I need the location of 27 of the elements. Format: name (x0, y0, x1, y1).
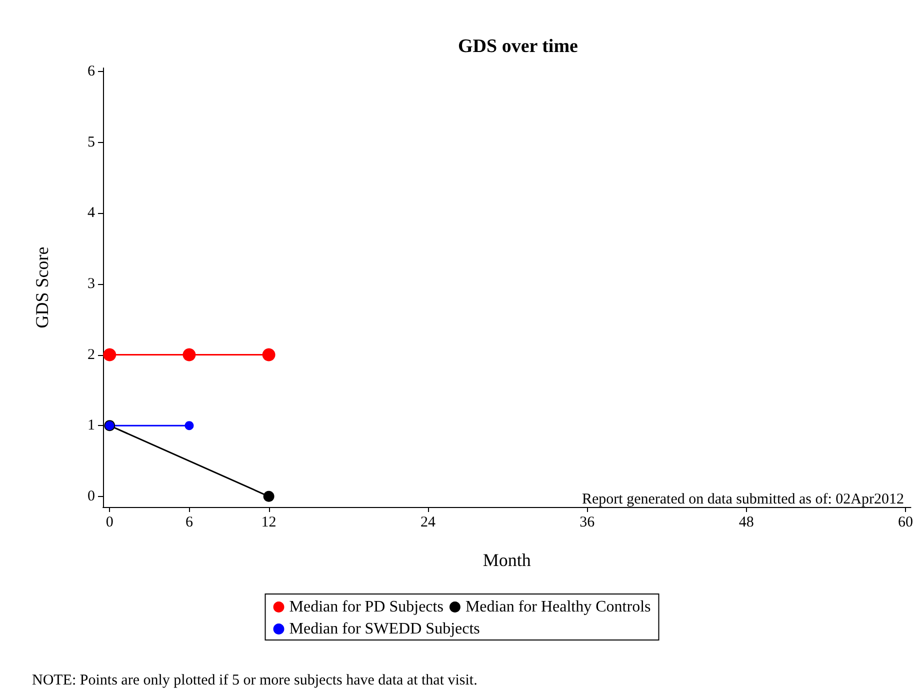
point (263, 490, 274, 502)
legend-label: Median for SWEDD Subjects (289, 620, 480, 638)
text: NOTE: Points are only plotted if 5 or more subjects have data at that visit. (32, 672, 478, 688)
x-tick-label: 0 (106, 514, 114, 530)
chart-title: GDS over time (458, 36, 578, 57)
y-tick-label: 2 (88, 346, 95, 363)
legend-label: Median for Healthy Controls (465, 598, 651, 616)
y-axis-title: GDS Score (32, 246, 52, 328)
point (103, 348, 116, 362)
x-tick-label: 48 (738, 514, 754, 530)
y-tick-label: 1 (88, 418, 95, 434)
y-tick-label: 3 (88, 276, 95, 292)
point (262, 348, 276, 362)
x-tick-label: 6 (185, 514, 194, 530)
x-tick-label: 24 (420, 514, 436, 530)
y-tick-label: 6 (88, 64, 96, 80)
y-tick-label: 4 (88, 205, 96, 222)
annotation: Report generated on data submitted as of: 02Apr2012 (582, 492, 904, 508)
x-tick-label: 12 (261, 514, 276, 530)
x-tick-label: 60 (898, 514, 913, 530)
y-tick-label: 5 (88, 134, 95, 150)
point (184, 421, 194, 430)
legend-label: Median for PD Subjects (289, 598, 444, 616)
x-axis-title: Month (482, 550, 531, 570)
point (182, 348, 196, 362)
y-tick-label: 0 (88, 488, 95, 504)
x-tick-label: 36 (580, 514, 596, 530)
